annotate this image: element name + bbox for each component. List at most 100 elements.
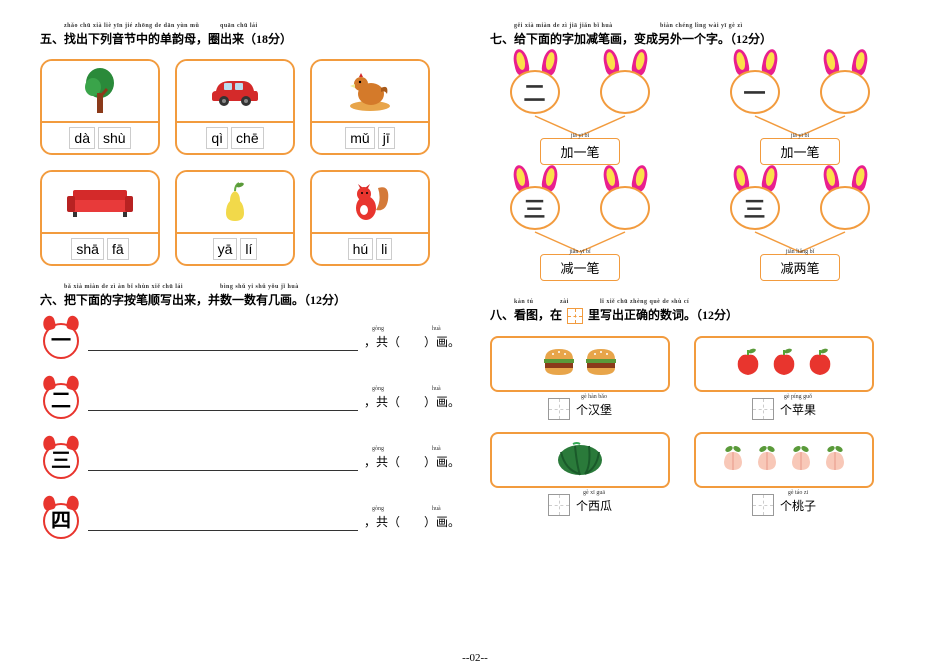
- bunny-head[interactable]: [600, 70, 650, 114]
- peach-icon: [753, 444, 781, 477]
- section8-title-pre: 八、看图，在: [490, 308, 562, 322]
- pinyin-label: yālí: [177, 232, 293, 264]
- count-answer: gè xī guā个西瓜: [490, 494, 670, 516]
- bunny-unit: 三 jiǎn liǎng bǐ减两笔: [710, 175, 890, 281]
- count-box: [490, 336, 670, 392]
- bunny: 二: [508, 59, 563, 114]
- bunny-head[interactable]: [820, 70, 870, 114]
- peach-icon: [719, 444, 747, 477]
- section8-ruby-mid: zài: [560, 299, 569, 305]
- pinyin-card: shāfā: [40, 170, 160, 266]
- answer-grid-box[interactable]: [752, 494, 774, 516]
- count-card: gè hàn bǎo个汉堡: [490, 336, 670, 420]
- bunny-head[interactable]: [820, 186, 870, 230]
- burger-icon: [583, 347, 619, 382]
- bunny-grid: 二jiā yī bǐ加一笔一jiā yī bǐ加一笔三jiǎn yī bǐ减一笔…: [490, 59, 910, 281]
- count-box: [490, 432, 670, 488]
- ear-icon: [65, 495, 80, 512]
- apple-icon: [769, 347, 799, 382]
- count-answer: gè píng guǒ个苹果: [694, 398, 874, 420]
- bunny: [598, 59, 653, 114]
- car-icon: [177, 61, 293, 121]
- section7-title-text: 七、给下面的字加减笔画，变成另外一个字。（12分）: [490, 32, 772, 46]
- syllable: fā: [107, 238, 129, 260]
- page-number: --02--: [462, 652, 488, 664]
- right-column: gěi xià miàn de zì jiā jiǎn bǐ huà biàn …: [490, 30, 910, 560]
- count-box: [694, 432, 874, 488]
- bunny-row: 二: [490, 59, 670, 114]
- section8-ruby2: lǐ xiě chū zhèng què de shù cí: [600, 299, 689, 305]
- syllable: chē: [231, 127, 264, 149]
- peach-icon: [821, 444, 849, 477]
- section7-ruby: gěi xià miàn de zì jiā jiǎn bǐ huà: [514, 23, 613, 29]
- syllable: lí: [240, 238, 257, 260]
- bunny-head: 三: [730, 186, 780, 230]
- stroke-row: 一 gònghuà，共（ ）画。: [40, 320, 460, 362]
- stroke-row: 三gònghuà，共（ ）画。: [40, 440, 460, 482]
- syllable: shù: [98, 127, 131, 149]
- char-holder: 二: [40, 380, 82, 422]
- char-holder: 三: [40, 440, 82, 482]
- section5-title-text: 五、找出下列音节中的单韵母，圈出来（18分）: [40, 32, 292, 46]
- bunny: [818, 59, 873, 114]
- section8-title: kàn tú zài lǐ xiě chū zhèng què de shù c…: [490, 306, 910, 324]
- write-line[interactable]: [88, 331, 358, 351]
- card-grid: dàshùqìchēmǔjīshāfāyālíhúli: [40, 59, 460, 266]
- syllable: dà: [69, 127, 95, 149]
- watermelon-icon: [555, 440, 605, 481]
- write-line[interactable]: [88, 511, 358, 531]
- pinyin-card: dàshù: [40, 59, 160, 155]
- pinyin-card: húli: [310, 170, 430, 266]
- count-ruby: gè hàn bǎo: [576, 394, 612, 400]
- ear-icon: [65, 435, 80, 452]
- write-line[interactable]: [88, 451, 358, 471]
- char-holder: 一: [40, 320, 82, 362]
- section7-ruby2: biàn chéng lìng wài yī gè zì: [660, 23, 743, 29]
- operation-label: jiǎn liǎng bǐ减两笔: [760, 254, 840, 281]
- stroke-count: gònghuà，共（ ）画。: [364, 333, 460, 350]
- apple-icon: [805, 347, 835, 382]
- count-ruby: gè píng guǒ: [780, 394, 816, 400]
- bunny-head: 二: [510, 70, 560, 114]
- ear-icon: [65, 315, 80, 332]
- stroke-count: gònghuà，共（ ）画。: [364, 513, 460, 530]
- section6-ruby: bǎ xià miàn de zì àn bǐ shùn xiě chū lái: [64, 284, 183, 290]
- ear-icon: [65, 375, 80, 392]
- operation-ruby: jiǎn liǎng bǐ: [761, 249, 839, 255]
- answer-grid-box[interactable]: [548, 494, 570, 516]
- pear-icon: [177, 172, 293, 232]
- syllable: jī: [378, 127, 395, 149]
- bunny-unit: 三jiǎn yī bǐ减一笔: [490, 175, 670, 281]
- pinyin-card: qìchē: [175, 59, 295, 155]
- pinyin-card: mǔjī: [310, 59, 430, 155]
- section8-title-post: 里写出正确的数词。（12分）: [588, 308, 738, 322]
- left-column: zhǎo chū xià liè yīn jié zhōng de dān yù…: [40, 30, 460, 560]
- stroke-count: gònghuà，共（ ）画。: [364, 393, 460, 410]
- bunny-row: 一: [710, 59, 890, 114]
- section8-ruby: kàn tú: [514, 299, 534, 305]
- answer-grid-box[interactable]: [548, 398, 570, 420]
- pinyin-label: húli: [312, 232, 428, 264]
- count-box: [694, 336, 874, 392]
- count-ruby: gè táo zi: [780, 490, 816, 496]
- bunny-head: 一: [730, 70, 780, 114]
- stroke-row: 二 gònghuà，共（ ）画。: [40, 380, 460, 422]
- apple-icon: [733, 347, 763, 382]
- bunny-head[interactable]: [600, 186, 650, 230]
- bunny: [598, 175, 653, 230]
- bunny-unit: 一jiā yī bǐ加一笔: [710, 59, 890, 165]
- section7-title: gěi xià miàn de zì jiā jiǎn bǐ huà biàn …: [490, 30, 910, 47]
- syllable: hú: [348, 238, 374, 260]
- bunny: [818, 175, 873, 230]
- bunny: 一: [728, 59, 783, 114]
- write-line[interactable]: [88, 391, 358, 411]
- count-card: gè xī guā个西瓜: [490, 432, 670, 516]
- bunny-row: 三: [710, 175, 890, 230]
- section6-title-text: 六、把下面的字按笔顺写出来，并数一数有几画。（12分）: [40, 293, 346, 307]
- operation-label: jiǎn yī bǐ减一笔: [540, 254, 620, 281]
- syllable: yā: [213, 238, 238, 260]
- answer-grid-box[interactable]: [752, 398, 774, 420]
- count-answer: gè hàn bǎo个汉堡: [490, 398, 670, 420]
- section6-ruby2: bìng shǔ yi shǔ yǒu jǐ huà: [220, 284, 299, 290]
- section5-ruby: zhǎo chū xià liè yīn jié zhōng de dān yù…: [64, 23, 199, 29]
